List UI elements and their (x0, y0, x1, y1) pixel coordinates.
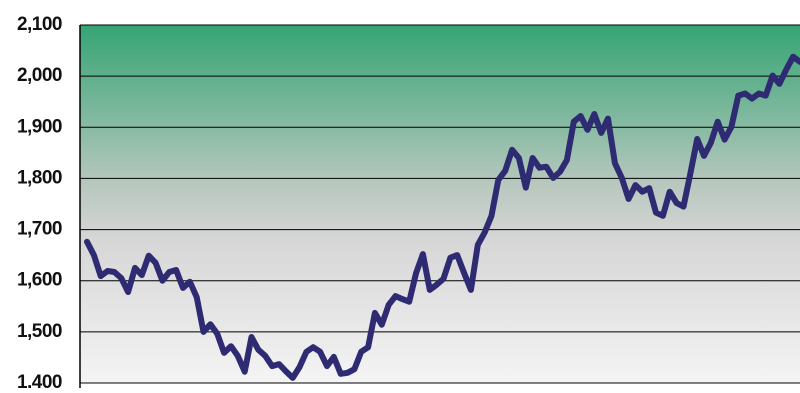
y-tick-label: 2,100 (17, 14, 62, 35)
plot-area (80, 25, 800, 383)
y-tick-label: 1,700 (17, 219, 62, 240)
y-tick-label: 1,400 (17, 372, 62, 388)
y-tick-label: 1,900 (17, 116, 62, 137)
y-tick-label: 1,500 (17, 321, 62, 342)
data-line (84, 53, 800, 381)
y-tick-label: 1,600 (17, 270, 62, 291)
y-tick-label: 1,800 (17, 167, 62, 188)
y-tick-label: 2,000 (17, 65, 62, 86)
y-tick-labels: 1,400 1,500 1,600 1,700 1,800 1,900 2,000 2,100 (17, 14, 63, 393)
